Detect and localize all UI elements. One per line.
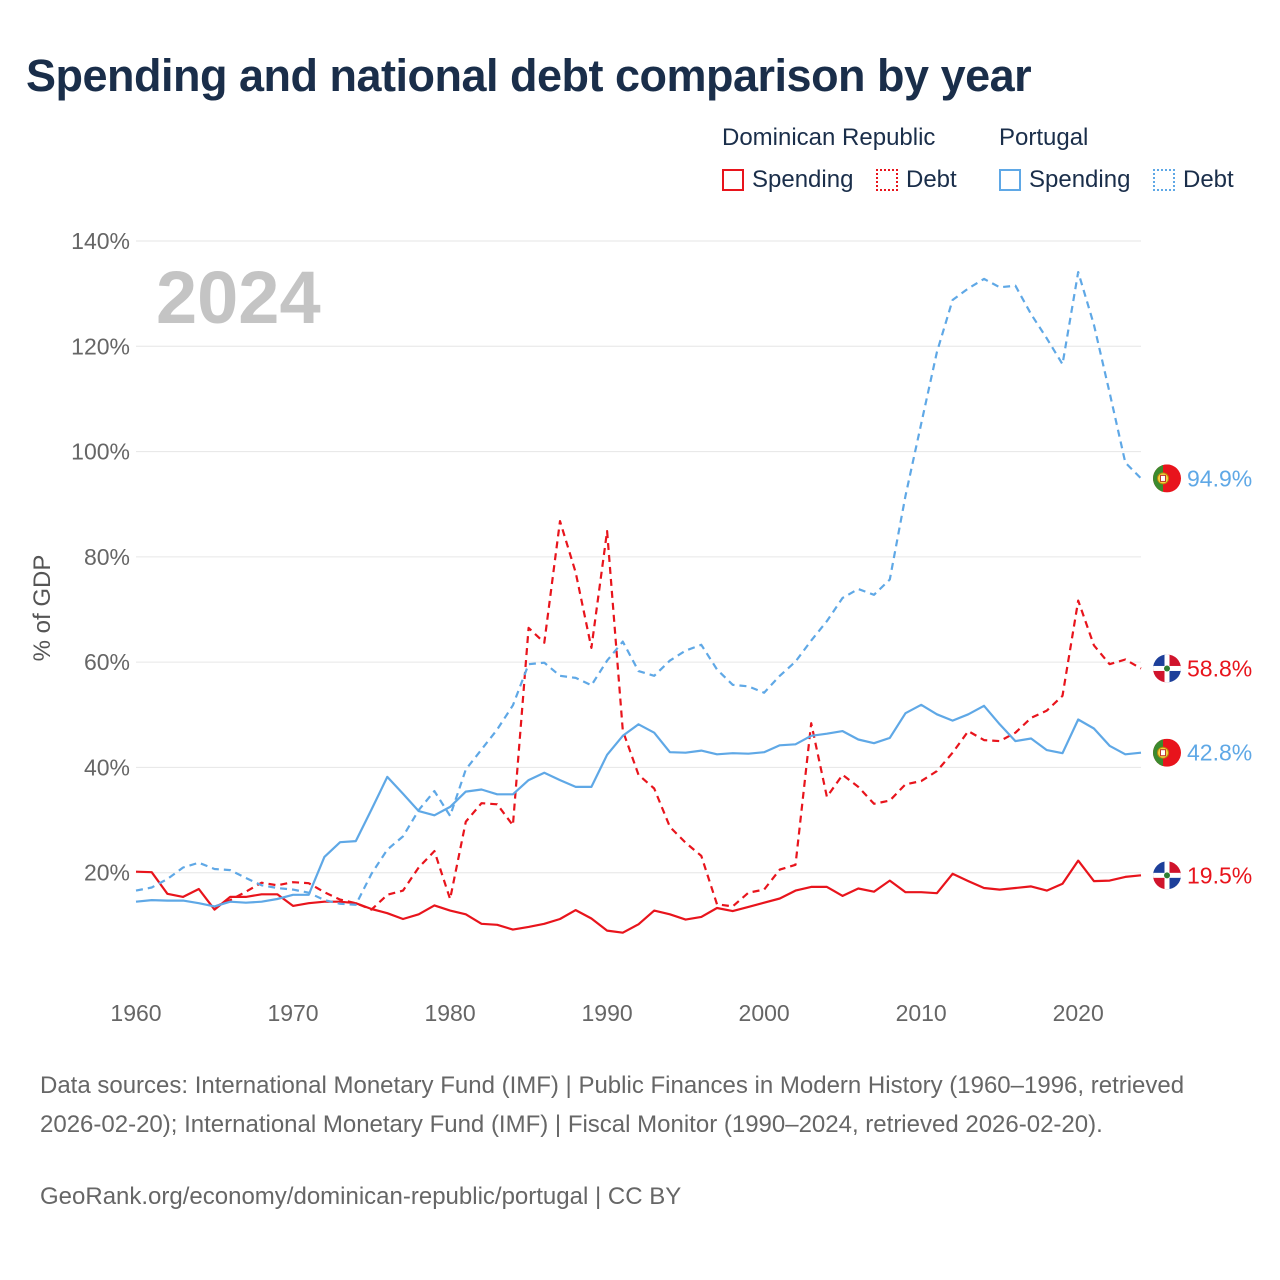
series-line-portugal-debt[interactable] bbox=[135, 271, 1142, 906]
legend-item-dr-spending[interactable]: Spending bbox=[722, 166, 853, 194]
y-tick-label: 120% bbox=[71, 333, 130, 359]
legend-swatch-dotted-blue bbox=[1153, 169, 1175, 191]
y-axis-label: % of GDP bbox=[29, 555, 56, 662]
x-tick-label: 2020 bbox=[1053, 1000, 1104, 1026]
x-tick-label: 2010 bbox=[896, 1000, 947, 1026]
legend-label: Debt bbox=[1183, 166, 1234, 193]
series-lines bbox=[135, 271, 1142, 934]
end-value-label: 94.9% bbox=[1187, 465, 1252, 491]
legend-swatch-solid-red bbox=[722, 169, 744, 191]
end-label-group: 94.9% bbox=[1153, 464, 1252, 493]
year-watermark: 2024 bbox=[156, 256, 321, 339]
portugal-flag-icon bbox=[1153, 738, 1181, 767]
legend-label: Spending bbox=[1029, 166, 1131, 193]
grid-lines bbox=[136, 240, 1141, 874]
y-axis-ticks: 20% 40% 60% 80% 100% 120% 140% bbox=[71, 228, 130, 886]
series-line-dominican-republic-spending[interactable] bbox=[135, 859, 1142, 934]
legend-label: Debt bbox=[906, 166, 957, 193]
legend-group-portugal: Portugal bbox=[999, 124, 1089, 151]
legend-item-pt-spending[interactable]: Spending bbox=[999, 166, 1130, 194]
y-tick-label: 40% bbox=[84, 754, 130, 780]
legend-item-pt-debt[interactable]: Debt bbox=[1153, 166, 1234, 194]
chart-title: Spending and national debt comparison by… bbox=[26, 50, 1032, 101]
end-value-label: 58.8% bbox=[1187, 655, 1252, 681]
end-value-label: 42.8% bbox=[1187, 740, 1252, 766]
x-tick-label: 1970 bbox=[267, 1000, 318, 1026]
legend-swatch-solid-blue bbox=[999, 169, 1021, 191]
x-tick-label: 1990 bbox=[582, 1000, 633, 1026]
series-line-dominican-republic-debt[interactable] bbox=[214, 520, 1142, 911]
legend-group-dominican-republic: Dominican Republic bbox=[722, 124, 936, 151]
x-tick-label: 1980 bbox=[424, 1000, 475, 1026]
dominican-republic-flag-icon bbox=[1153, 654, 1181, 683]
y-tick-label: 60% bbox=[84, 649, 130, 675]
data-sources: Data sources: International Monetary Fun… bbox=[40, 1072, 1185, 1138]
x-tick-label: 2000 bbox=[739, 1000, 790, 1026]
y-tick-label: 80% bbox=[84, 544, 130, 570]
x-tick-label: 1960 bbox=[110, 1000, 161, 1026]
end-value-label: 19.5% bbox=[1187, 862, 1252, 888]
portugal-flag-icon bbox=[1153, 464, 1181, 493]
legend-swatch-dotted-red bbox=[876, 169, 898, 191]
x-axis-ticks: 1960 1970 1980 1990 2000 2010 2020 bbox=[110, 1000, 1103, 1026]
dominican-republic-flag-icon bbox=[1153, 861, 1181, 890]
legend-item-dr-debt[interactable]: Debt bbox=[876, 166, 957, 194]
y-tick-label: 140% bbox=[71, 228, 130, 254]
legend-label: Spending bbox=[752, 166, 854, 193]
end-label-group: 19.5% bbox=[1153, 861, 1252, 890]
series-line-portugal-spending[interactable] bbox=[135, 703, 1142, 908]
end-label-group: 58.8% bbox=[1153, 654, 1252, 683]
y-tick-label: 20% bbox=[84, 860, 130, 886]
end-labels: 19.5% 58.8% 42.8% 94.9% bbox=[1153, 464, 1252, 890]
y-tick-label: 100% bbox=[71, 439, 130, 465]
end-label-group: 42.8% bbox=[1153, 738, 1252, 767]
credit-link[interactable]: GeoRank.org/economy/dominican-republic/p… bbox=[40, 1183, 682, 1210]
line-chart: 20% 40% 60% 80% 100% 120% 140% 1960 1970 1980 199… bbox=[29, 228, 1252, 1026]
